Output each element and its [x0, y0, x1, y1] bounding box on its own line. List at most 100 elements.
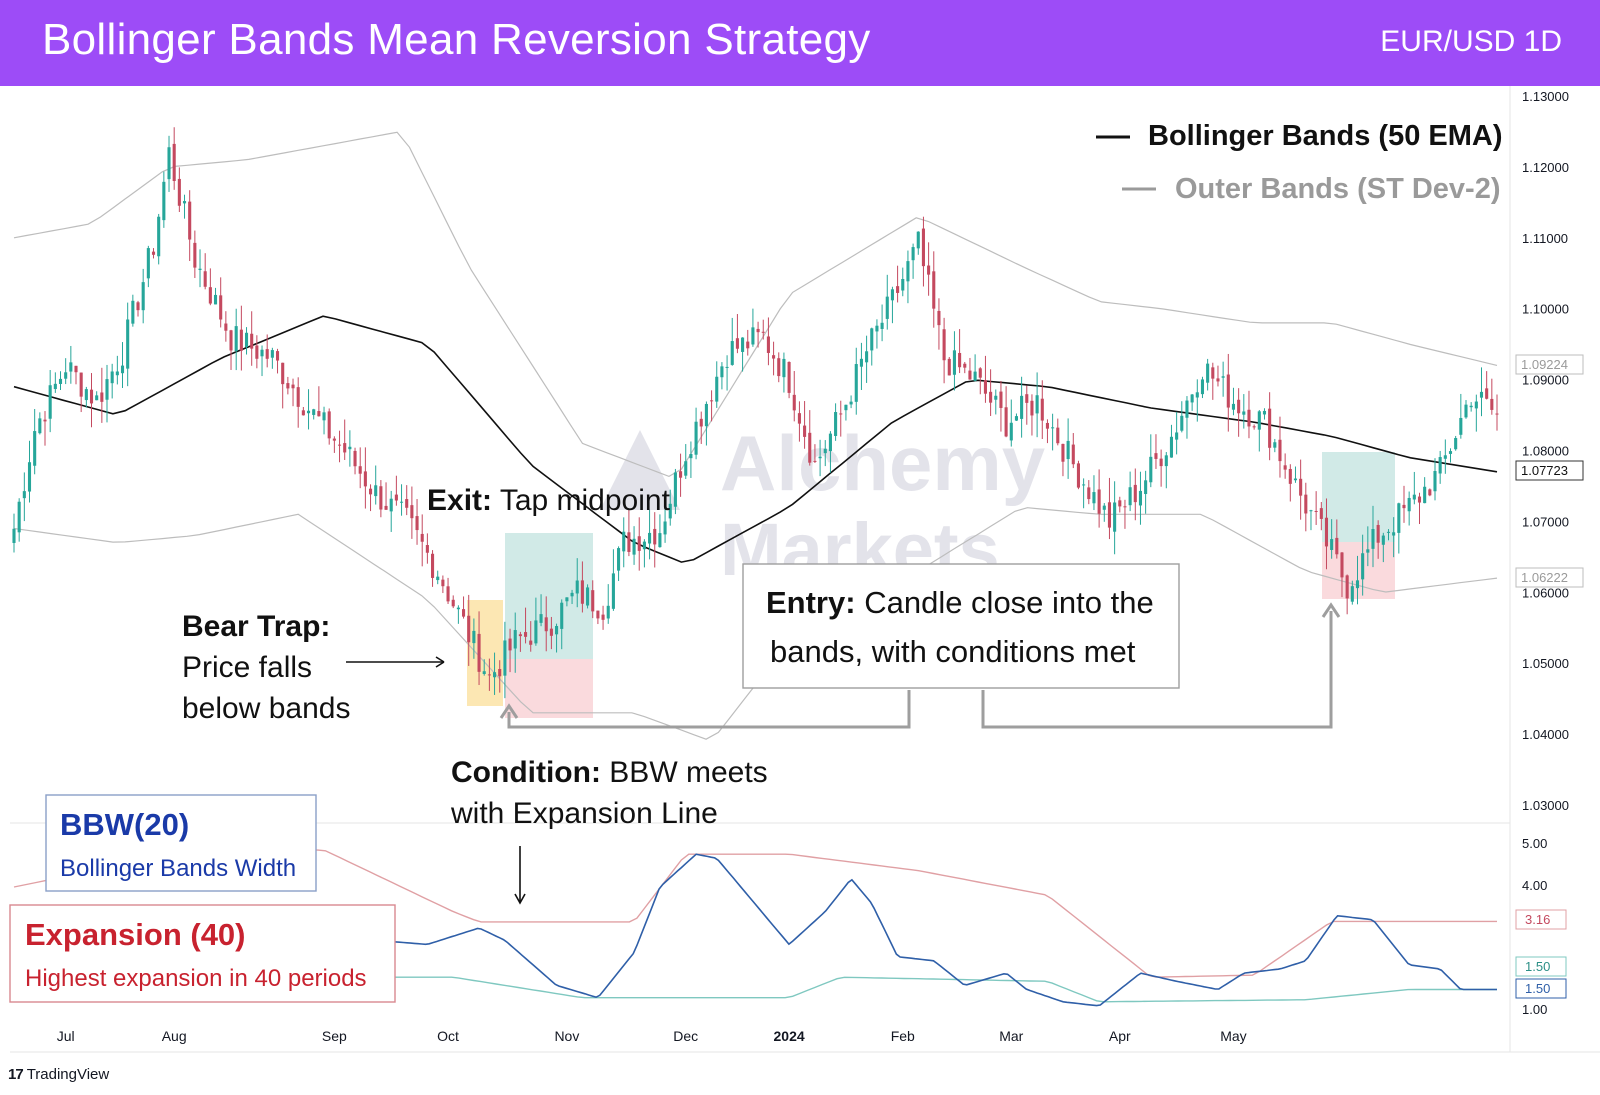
legend-bb-label: Bollinger Bands (50 EMA) — [1148, 120, 1503, 152]
candle-body — [797, 413, 801, 424]
expansion-label-box — [1515, 909, 1567, 930]
candle-body — [1423, 486, 1427, 504]
candle-body — [1438, 457, 1442, 474]
candle-body — [399, 501, 404, 503]
candle-body — [508, 638, 512, 651]
upper-band-label-box — [1515, 354, 1584, 375]
candle-body — [33, 431, 37, 466]
price-tick-label: 1.13000 — [1522, 89, 1569, 104]
candle-body — [337, 444, 342, 446]
candle-body — [1345, 575, 1349, 599]
candle-body — [1479, 391, 1484, 398]
candle-body — [963, 363, 967, 368]
candle-body — [1066, 440, 1070, 460]
candle-body — [1288, 468, 1292, 484]
candle-body — [239, 329, 243, 351]
candle-body — [472, 630, 476, 644]
candle-body — [1366, 549, 1370, 553]
candle-body — [17, 501, 21, 533]
candle-body — [539, 614, 543, 623]
candle-body — [720, 366, 724, 378]
candle-body — [1133, 484, 1137, 503]
condition-bold: Condition: — [451, 756, 601, 789]
bear-trap-title: Bear Trap: — [182, 610, 330, 643]
candle-body — [632, 538, 636, 555]
candle-body — [565, 597, 569, 602]
candle-body — [1330, 539, 1334, 550]
candle-body — [927, 265, 931, 275]
candle-body — [880, 322, 884, 329]
candle-body — [715, 376, 719, 402]
candle-body — [182, 201, 187, 204]
entry-connector-left-arrowhead — [499, 703, 519, 719]
candle-body — [844, 404, 848, 411]
candle-body — [84, 389, 88, 401]
bear-trap-line2: below bands — [182, 692, 350, 725]
entry-connector-right-arrowhead — [1321, 602, 1341, 618]
candle-body — [1412, 494, 1416, 500]
candle-body — [146, 248, 150, 279]
candle-body — [177, 178, 181, 206]
upper-band-line — [13, 131, 1498, 478]
bear-trap-annotation: Bear Trap: Price falls below bands — [182, 610, 445, 725]
candle-body — [1195, 392, 1199, 398]
time-tick-label: Apr — [1109, 1028, 1131, 1044]
candle-body — [286, 383, 290, 389]
candle-body — [1020, 395, 1024, 419]
candle-body — [1448, 451, 1453, 454]
target-zone-2 — [1322, 452, 1395, 542]
stop-zone-1 — [505, 659, 593, 718]
legend-outer-label: Outer Bands (ST Dev-2) — [1175, 173, 1501, 205]
bbw-label-box-b — [1515, 978, 1567, 999]
header-bar: Bollinger Bands Mean Reversion Strategy … — [0, 0, 1600, 86]
candle-body — [451, 599, 455, 607]
candle-body — [854, 364, 858, 402]
candle-body — [710, 400, 714, 402]
candle-body — [384, 505, 388, 510]
candle-body — [1464, 404, 1468, 418]
candle-body — [1009, 422, 1013, 441]
candle-body — [823, 448, 827, 454]
candle-body — [312, 409, 316, 415]
candle-body — [1293, 478, 1298, 481]
candle-body — [1231, 403, 1236, 410]
candle-body — [560, 602, 564, 629]
candle-body — [405, 499, 409, 508]
candle-body — [1273, 442, 1277, 448]
candle-body — [725, 366, 729, 368]
candle-body — [704, 403, 708, 427]
lower-band-label: 1.06222 — [1521, 570, 1568, 585]
candle-body — [379, 486, 383, 510]
entry-bold: Entry: — [766, 585, 856, 620]
candle-body — [1262, 410, 1267, 415]
legend: Bollinger Bands (50 EMA) Outer Bands (ST… — [1096, 120, 1503, 205]
candle-body — [1211, 367, 1215, 379]
time-tick-label: Nov — [554, 1028, 579, 1044]
candle-body — [1407, 497, 1411, 512]
candle-body — [1247, 409, 1251, 427]
candle-body — [1304, 494, 1308, 514]
candle-body — [834, 412, 838, 436]
candle-body — [1190, 394, 1194, 403]
price-tick-label: 1.05000 — [1522, 656, 1569, 671]
stop-zone-2 — [1322, 542, 1395, 599]
candle-body — [994, 395, 998, 400]
candle-body — [105, 379, 109, 400]
candle-body — [689, 454, 693, 459]
candle-body — [172, 143, 176, 181]
candle-body — [1113, 502, 1117, 532]
symbol-label: EUR/USD 1D — [1380, 25, 1562, 58]
candle-body — [906, 261, 910, 282]
candle-body — [53, 383, 57, 390]
entry-line1: Entry: Candle close into the — [766, 585, 1154, 620]
candle-body — [803, 425, 807, 437]
candle-body — [141, 282, 145, 311]
candle-body — [1417, 496, 1422, 503]
candle-body — [260, 349, 264, 357]
candle-body — [1118, 500, 1122, 507]
candle-body — [870, 328, 874, 351]
tradingview-logo[interactable]: 17 TradingView — [8, 1066, 109, 1083]
chart-area[interactable]: Alchemy Markets 1.130001.120001.110001.1… — [0, 86, 1600, 1086]
candle-body — [79, 372, 83, 397]
candle-body — [234, 326, 238, 352]
